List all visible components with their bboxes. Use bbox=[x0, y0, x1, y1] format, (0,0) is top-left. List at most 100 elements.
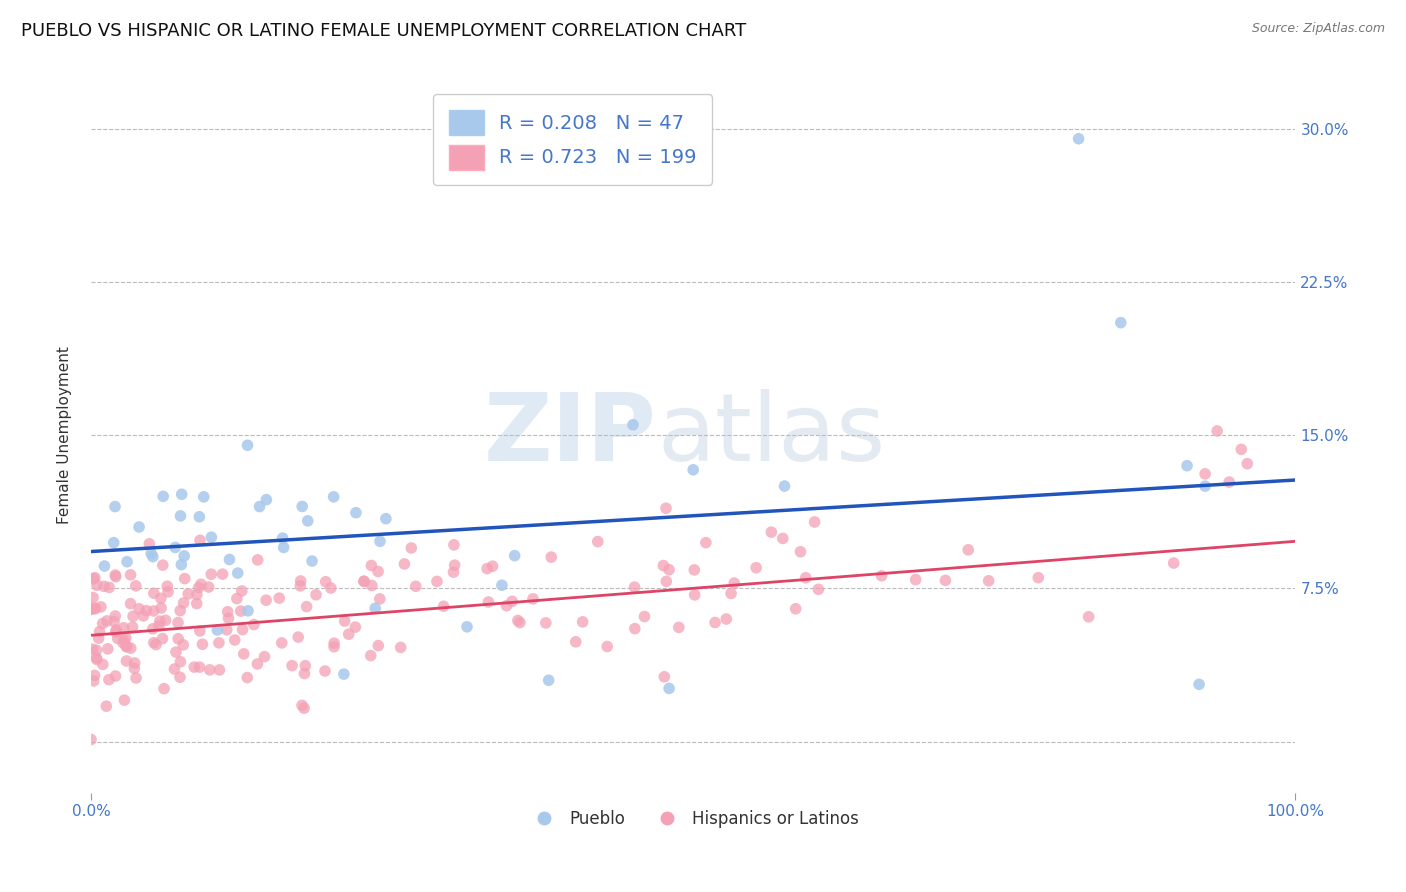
Point bbox=[165, 645, 187, 659]
Point bbox=[97, 673, 120, 687]
Point bbox=[305, 588, 328, 602]
Point bbox=[773, 479, 796, 493]
Point bbox=[292, 701, 315, 715]
Text: Source: ZipAtlas.com: Source: ZipAtlas.com bbox=[1251, 22, 1385, 36]
Point bbox=[291, 500, 314, 514]
Point bbox=[1026, 571, 1049, 585]
Point bbox=[83, 673, 105, 688]
Point bbox=[537, 673, 560, 688]
Point bbox=[142, 604, 165, 618]
Point bbox=[337, 627, 360, 641]
Point bbox=[149, 591, 172, 606]
Point bbox=[253, 649, 276, 664]
Point bbox=[200, 567, 222, 582]
Point bbox=[208, 636, 231, 650]
Point bbox=[173, 596, 195, 610]
Point bbox=[236, 671, 259, 685]
Point bbox=[165, 541, 187, 555]
Point bbox=[103, 535, 125, 549]
Point bbox=[1236, 457, 1258, 471]
Point bbox=[87, 631, 110, 645]
Point bbox=[142, 549, 165, 564]
Point bbox=[155, 613, 177, 627]
Point bbox=[322, 490, 344, 504]
Point bbox=[957, 542, 980, 557]
Point bbox=[368, 534, 391, 549]
Point bbox=[624, 622, 647, 636]
Point bbox=[254, 492, 277, 507]
Point bbox=[167, 632, 190, 646]
Point bbox=[224, 632, 246, 647]
Point bbox=[294, 666, 316, 681]
Point bbox=[269, 591, 291, 606]
Point bbox=[86, 651, 108, 665]
Point bbox=[621, 417, 644, 432]
Point bbox=[112, 636, 135, 650]
Point bbox=[91, 616, 114, 631]
Point bbox=[173, 549, 195, 563]
Point bbox=[633, 609, 655, 624]
Point bbox=[215, 623, 238, 637]
Point bbox=[104, 570, 127, 584]
Point bbox=[353, 574, 375, 589]
Point bbox=[477, 595, 499, 609]
Point bbox=[152, 632, 174, 646]
Point bbox=[120, 641, 142, 656]
Point bbox=[1218, 475, 1240, 489]
Point bbox=[655, 574, 678, 589]
Point bbox=[405, 579, 427, 593]
Point bbox=[360, 648, 382, 663]
Point bbox=[333, 614, 356, 628]
Point bbox=[103, 615, 125, 629]
Point bbox=[1163, 556, 1185, 570]
Point bbox=[183, 660, 205, 674]
Point bbox=[105, 623, 128, 637]
Point bbox=[270, 636, 292, 650]
Point bbox=[80, 732, 103, 747]
Point bbox=[716, 612, 738, 626]
Point bbox=[456, 620, 478, 634]
Point bbox=[509, 615, 531, 630]
Point bbox=[475, 561, 498, 575]
Point bbox=[104, 669, 127, 683]
Point bbox=[84, 601, 107, 615]
Point bbox=[145, 638, 167, 652]
Point bbox=[668, 620, 690, 634]
Point bbox=[211, 567, 233, 582]
Point bbox=[297, 514, 319, 528]
Point bbox=[495, 599, 517, 613]
Point bbox=[655, 501, 678, 516]
Point bbox=[315, 574, 337, 589]
Point bbox=[246, 657, 269, 671]
Point bbox=[124, 656, 146, 670]
Point bbox=[226, 566, 249, 580]
Point bbox=[163, 662, 186, 676]
Point bbox=[1077, 609, 1099, 624]
Point bbox=[394, 557, 416, 571]
Point bbox=[1175, 458, 1198, 473]
Point bbox=[141, 547, 163, 561]
Point bbox=[723, 576, 745, 591]
Point bbox=[443, 538, 465, 552]
Point bbox=[115, 654, 138, 668]
Point bbox=[93, 579, 115, 593]
Point bbox=[271, 531, 294, 545]
Point bbox=[172, 638, 194, 652]
Point bbox=[124, 661, 146, 675]
Point bbox=[658, 563, 681, 577]
Point bbox=[190, 577, 212, 591]
Point bbox=[125, 579, 148, 593]
Point bbox=[80, 602, 103, 616]
Point bbox=[128, 601, 150, 615]
Point bbox=[344, 620, 367, 634]
Point bbox=[243, 617, 266, 632]
Point bbox=[169, 655, 191, 669]
Point bbox=[115, 639, 138, 653]
Point bbox=[169, 508, 191, 523]
Point bbox=[86, 643, 108, 657]
Point bbox=[186, 597, 208, 611]
Legend: Pueblo, Hispanics or Latinos: Pueblo, Hispanics or Latinos bbox=[522, 803, 866, 834]
Point bbox=[83, 571, 105, 585]
Point bbox=[82, 591, 104, 605]
Point bbox=[89, 624, 111, 639]
